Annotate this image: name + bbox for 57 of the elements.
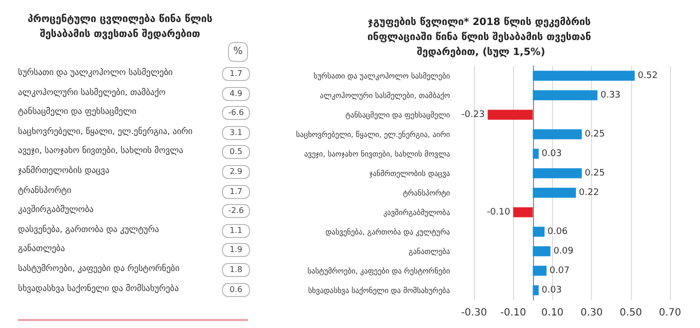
data-label: 0.22 [578, 188, 599, 198]
data-label: 3.1 [222, 126, 250, 140]
bar [513, 207, 533, 218]
bar [532, 148, 539, 159]
category-label: კავშირგაბმულობა [18, 204, 94, 218]
category-label: სასტუმროები, კაფეები და რესტორნები [18, 262, 180, 276]
category-label: განათლება [18, 242, 65, 256]
category-label: დასვენება, გართობა და კულტურა [18, 224, 160, 237]
data-label: 1.9 [222, 243, 250, 258]
data-label: 0.5 [222, 145, 250, 160]
data-label: 1.8 [222, 263, 250, 277]
category-label: ტრანსპორტი [18, 184, 72, 198]
data-label: -0.10 [486, 207, 510, 218]
data-label: -2.6 [222, 204, 250, 218]
bar [532, 90, 598, 100]
bar [532, 285, 539, 296]
chart-title: ჯგუფების წვლილი* 2018 წლის დეკემბრის ინფლაციაში წინა წლის შესაბამის თვესთან შედარებით, (სულ 1,5%) [367, 16, 595, 58]
bar [532, 129, 582, 140]
data-label: 4.9 [222, 86, 250, 101]
data-label: 0.03 [542, 148, 562, 159]
data-label: 1.7 [222, 184, 250, 199]
category-label: ტანსაცმელი და ფეხსაცმელი [18, 106, 136, 120]
data-label: 0.25 [584, 129, 605, 140]
data-label: -0.23 [461, 110, 485, 120]
bar [488, 110, 533, 120]
data-label: -6.6 [222, 106, 250, 120]
bar [532, 70, 635, 81]
x-tick-label: 0.30 [580, 308, 603, 318]
x-tick-label: 0.70 [658, 308, 682, 318]
data-label: 0.03 [542, 285, 562, 296]
category-label: სურსათი და უალკოჰოლო სასმელები [18, 66, 173, 80]
category-label: ავეჯი, საოჯახო ნივთები, სახლის მოვლა [18, 144, 184, 158]
x-tick-label: -0.10 [500, 308, 526, 318]
text: პროცენტული ცვლილება წინა წლის შესაბამის თვესთან შედარებით [26, 12, 214, 42]
data-label: 0.52 [638, 70, 658, 81]
data-label: 0.09 [553, 246, 574, 256]
bar [532, 266, 547, 276]
data-label: 0.07 [550, 266, 570, 276]
x-tick-label: -0.30 [461, 308, 487, 318]
bar [532, 168, 582, 178]
category-label: ალკოჰოლური სასმელები, თამბაქო [18, 86, 166, 100]
data-label: 0.06 [548, 226, 568, 237]
category-label: საცხოვრებელი, წყალი, ელ.ენერგია, აირი [18, 126, 193, 139]
category-label: ჯანმრთელობის დაცვა [18, 164, 110, 178]
x-tick-label: 0.50 [620, 308, 642, 318]
data-label: 2.9 [222, 165, 250, 179]
bar [532, 246, 550, 256]
data-label: 0.6 [222, 282, 250, 297]
bar [532, 188, 576, 198]
data-label: 0.25 [584, 168, 605, 178]
data-label: 0.33 [600, 90, 621, 100]
x-tick-label: 0.10 [541, 308, 564, 318]
text: % [228, 42, 248, 62]
data-label: 1.1 [222, 224, 250, 238]
category-label: სხვადასხვა საქონელი და მომსახურება [18, 282, 179, 296]
data-label: 1.7 [222, 67, 250, 81]
bar [532, 226, 545, 237]
